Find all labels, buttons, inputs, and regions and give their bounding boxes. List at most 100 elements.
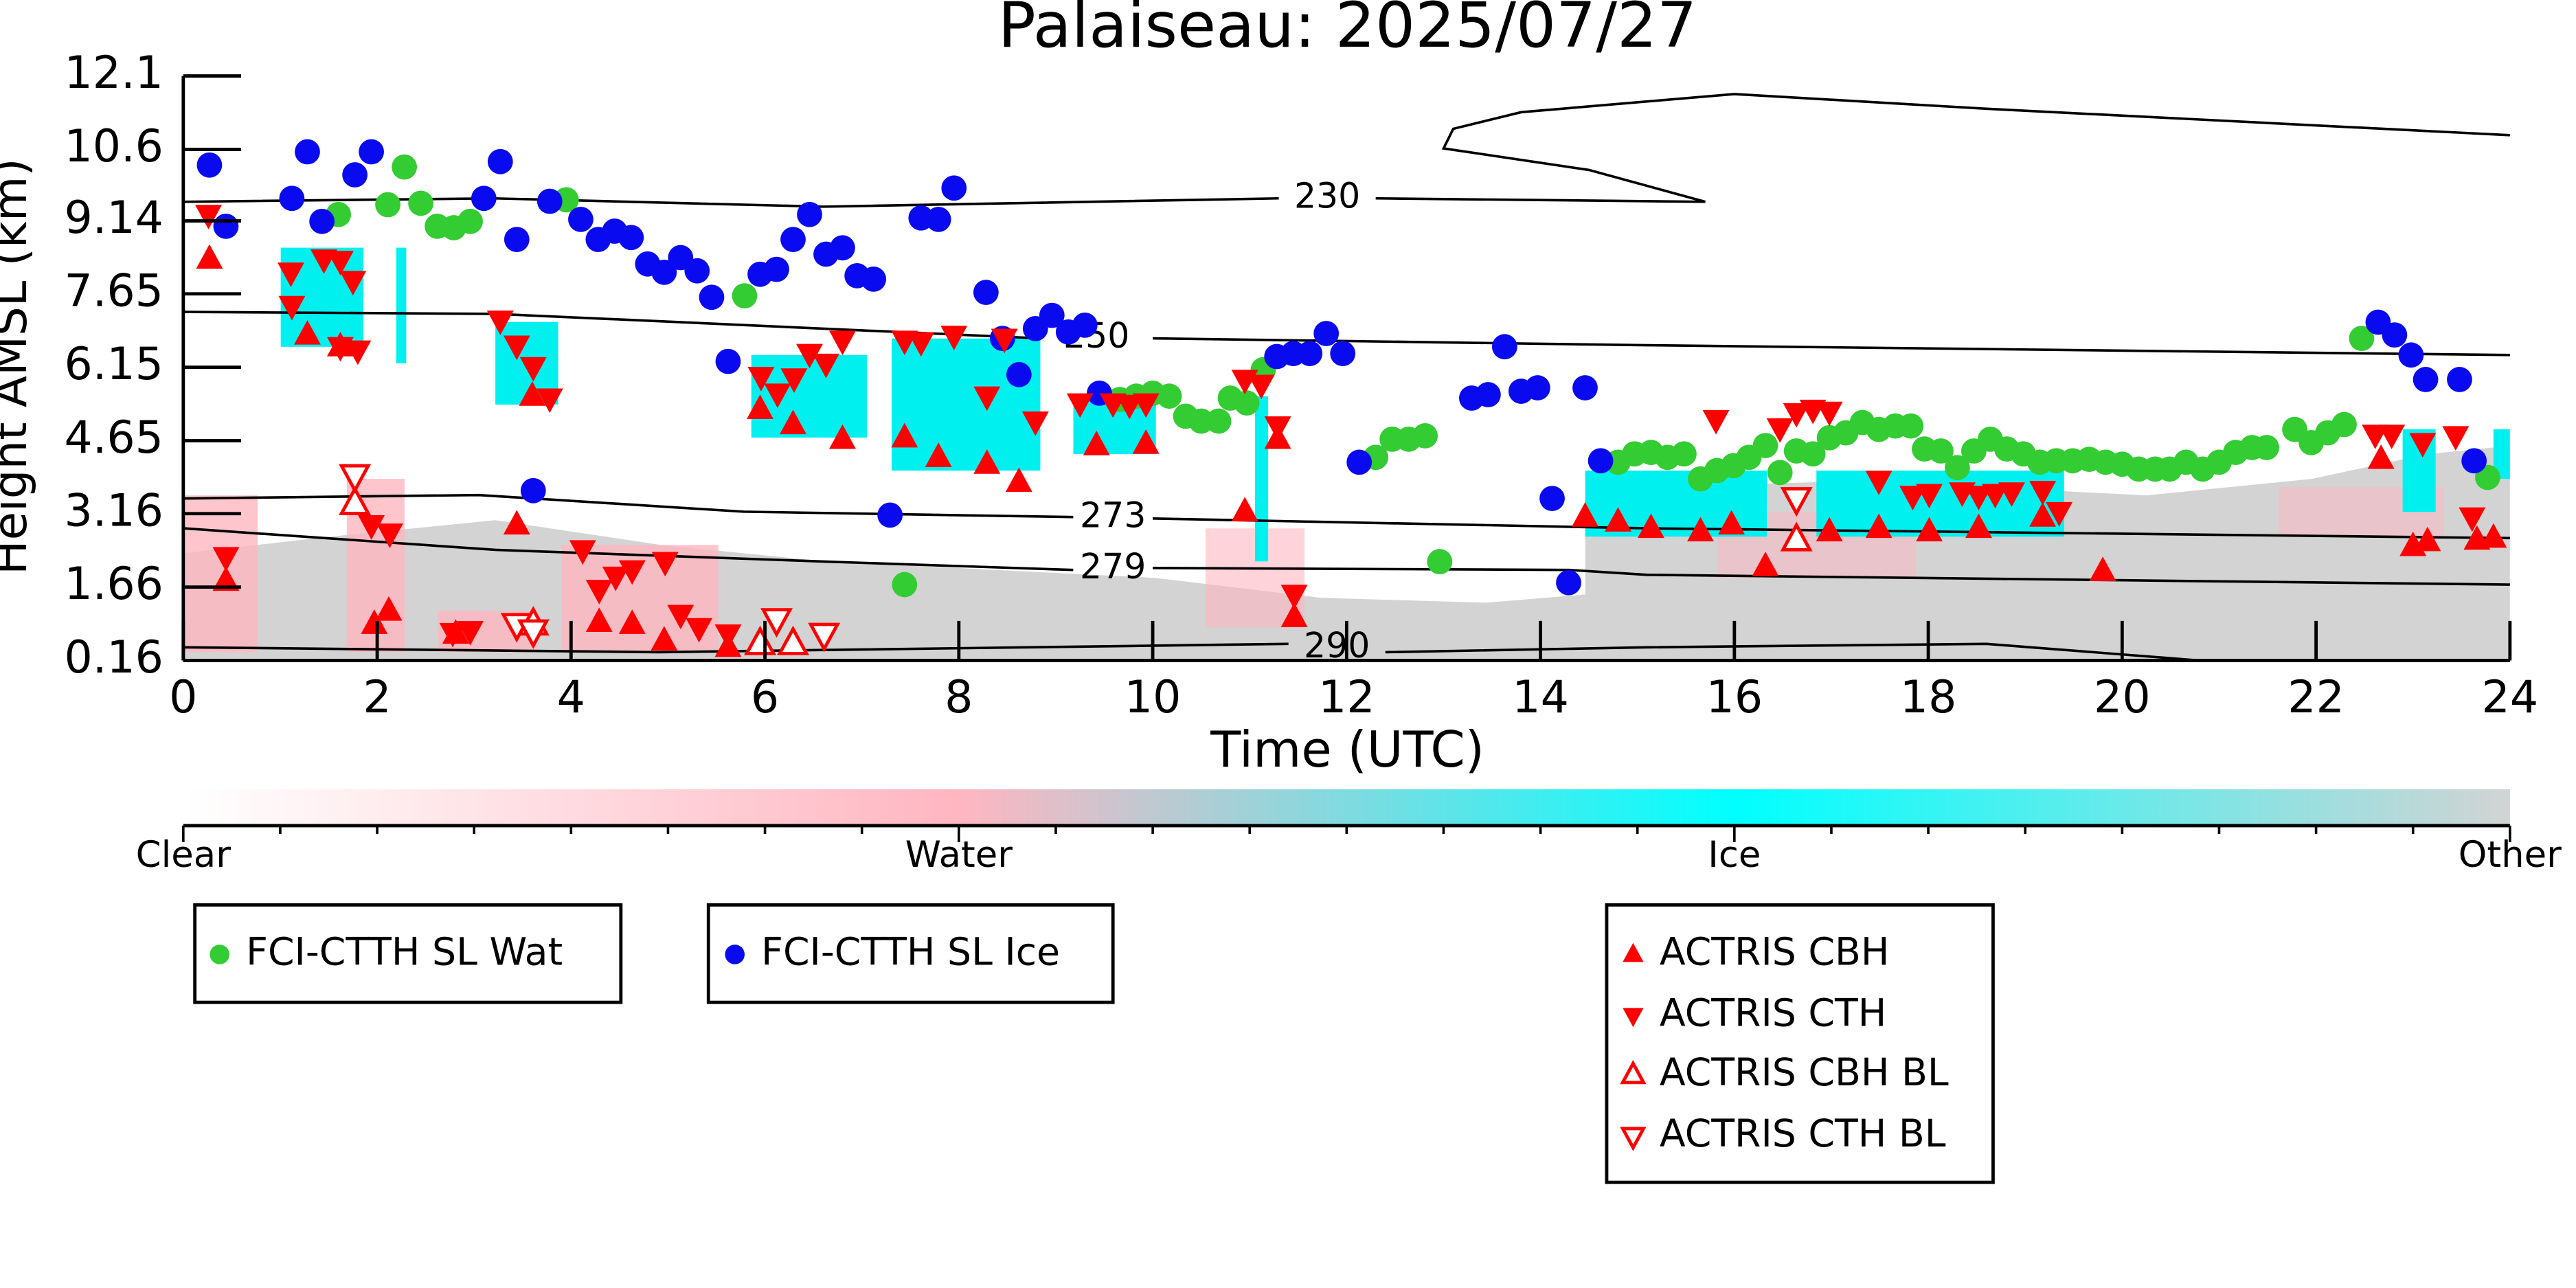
scatter-point: [1572, 375, 1598, 400]
scatter-point: [1005, 467, 1032, 493]
scatter-point: [797, 201, 822, 227]
cloud-mask: [183, 247, 2510, 661]
x-tick-label: 24: [2482, 672, 2539, 723]
scatter-point: [1945, 455, 1970, 481]
scatter-point: [375, 192, 400, 218]
scatter-point: [1752, 552, 1779, 576]
legend-box: [1605, 903, 1995, 1184]
scatter-point: [796, 343, 823, 369]
scatter-point: [1865, 513, 1893, 539]
legend-marker: [1623, 942, 1644, 962]
scatter-point: [519, 357, 547, 382]
scatter-point: [536, 188, 563, 214]
x-tick-label: 2: [363, 672, 391, 723]
x-tick-label: 8: [945, 672, 973, 723]
scatter-point: [471, 185, 497, 212]
y-tick-label: 1.66: [64, 558, 163, 610]
scatter-point: [780, 227, 806, 253]
x-tick-label: 22: [2287, 672, 2345, 723]
legend-marker: [1623, 1008, 1644, 1028]
scatter-point: [602, 566, 629, 591]
scatter-point: [780, 368, 808, 393]
scatter-point: [1800, 441, 1826, 467]
scatter-point: [744, 625, 777, 655]
scatter-point: [1280, 602, 1308, 627]
x-tick-label: 12: [1318, 672, 1375, 723]
scatter-point: [375, 596, 403, 621]
scatter-point: [1346, 449, 1372, 475]
scatter-point: [195, 205, 222, 229]
scatter-point: [1780, 521, 1813, 552]
scatter-point: [813, 353, 839, 379]
scatter-point: [1965, 513, 1992, 539]
legend-marker: [210, 945, 230, 964]
scatter-point: [569, 540, 596, 565]
scatter-point: [585, 580, 613, 605]
scatter-point: [973, 280, 999, 305]
legend-box: [193, 903, 623, 1004]
scatter-point: [503, 510, 530, 535]
scatter-point: [517, 619, 550, 649]
x-tick-label: 6: [751, 672, 779, 723]
scatter-point: [2447, 367, 2472, 392]
scatter-point: [1330, 341, 1356, 367]
scatter-point: [359, 139, 385, 165]
scatter-point: [519, 381, 546, 406]
scatter-point: [940, 326, 968, 350]
legend-label: ACTRIS CTH: [1660, 991, 1886, 1035]
scatter-point: [651, 259, 677, 285]
scatter-point: [439, 622, 466, 648]
contour-line: [183, 642, 2200, 662]
scatter-point: [1899, 486, 1926, 510]
chart-title: Palaiseau: 2025/07/27: [998, 0, 1697, 62]
x-tick-label: 10: [1125, 672, 1182, 723]
y-tick-label: 7.65: [64, 265, 163, 317]
scatter-point: [486, 310, 514, 335]
y-tick-label: 0.16: [64, 632, 163, 683]
x-tick-label: 0: [169, 672, 197, 723]
scatter-point: [1313, 321, 1340, 346]
legend-marker: [1620, 1127, 1647, 1151]
scatter-point: [212, 566, 240, 591]
scatter-point: [2029, 481, 2057, 506]
scatter-point: [1588, 448, 1614, 474]
scatter-point: [1556, 569, 1581, 596]
legend-marker: [1620, 1060, 1647, 1085]
legend-label: ACTRIS CTH BL: [1660, 1112, 1946, 1156]
scatter-point: [714, 624, 742, 649]
x-tick-label: 20: [2094, 672, 2151, 723]
scatter-point: [585, 607, 613, 633]
scatter-point: [925, 442, 952, 467]
scatter-point: [1816, 517, 1843, 542]
scatter-point: [2046, 501, 2073, 527]
scatter-point: [2442, 426, 2470, 451]
scatter-point: [1605, 507, 1631, 532]
scatter-point: [1247, 374, 1275, 400]
scatter-point: [2254, 435, 2280, 460]
scatter-point: [568, 207, 594, 232]
scatter-point: [1427, 549, 1453, 574]
scatter-point: [408, 190, 433, 216]
scatter-point: [1928, 438, 1954, 464]
y-tick-label: 10.6: [64, 121, 163, 172]
scatter-point: [1072, 312, 1098, 338]
scatter-point: [278, 262, 304, 288]
scatter-point: [1916, 484, 1943, 509]
legend-marker: [725, 945, 745, 964]
scatter-point: [1916, 517, 1943, 542]
scatter-point: [747, 367, 775, 392]
scatter-point: [764, 256, 789, 282]
legend-box: [706, 903, 1115, 1004]
scatter-point: [1280, 585, 1308, 609]
scatter-point: [1539, 486, 1565, 512]
scatter-point: [392, 154, 417, 180]
x-tick-label: 16: [1706, 672, 1763, 723]
scatter-point: [651, 552, 679, 577]
scatter-point: [2398, 342, 2424, 368]
y-tick-label: 12.1: [64, 47, 163, 99]
scatter-point: [487, 148, 513, 174]
scatter-point: [2367, 444, 2395, 469]
scatter-point: [1865, 471, 1893, 495]
scatter-point: [829, 424, 856, 449]
